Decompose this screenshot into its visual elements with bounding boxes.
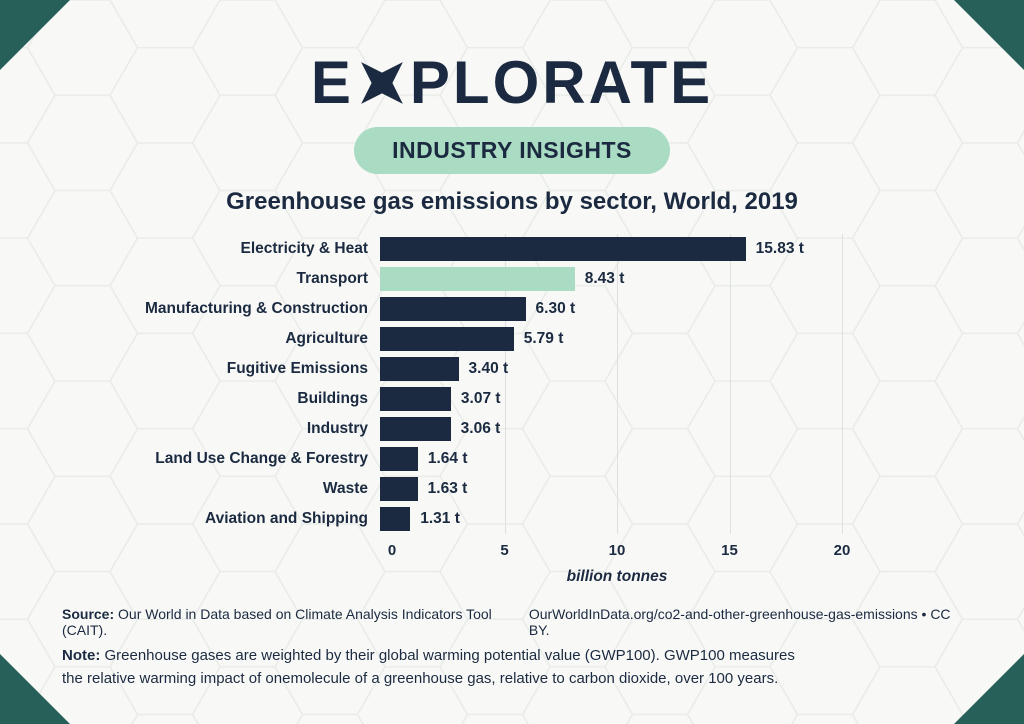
x-tick-label: 20 bbox=[833, 542, 851, 559]
bar bbox=[380, 237, 746, 261]
bar-label: Manufacturing & Construction bbox=[144, 300, 368, 317]
bar-row: Waste 1.63 t bbox=[40, 474, 842, 504]
bar bbox=[380, 417, 451, 441]
corner-decoration-top-right bbox=[954, 0, 1024, 70]
bar bbox=[380, 327, 514, 351]
corner-decoration-bottom-left bbox=[0, 654, 70, 724]
bar-value-label: 1.63 t bbox=[427, 480, 468, 497]
bar-row: Manufacturing & Construction 6.30 t bbox=[40, 294, 842, 324]
bar-row: Fugitive Emissions 3.40 t bbox=[40, 354, 842, 384]
x-tick-label: 0 bbox=[387, 542, 397, 559]
bar-label: Land Use Change & Forestry bbox=[155, 450, 368, 467]
explorate-logo: E PLORATE bbox=[0, 48, 1024, 117]
bar-track: 3.06 t bbox=[380, 417, 842, 441]
bar-row: Industry 3.06 t bbox=[40, 414, 842, 444]
bar-track: 5.79 t bbox=[380, 327, 842, 351]
logo-x-star-icon bbox=[361, 61, 403, 104]
bar-value-label: 1.31 t bbox=[420, 510, 460, 527]
bar-label: Aviation and Shipping bbox=[204, 510, 368, 527]
corner-decoration-bottom-right bbox=[954, 654, 1024, 724]
attribution-text: OurWorldInData.org/co2-and-other-greenho… bbox=[528, 606, 951, 638]
bar-row: Agriculture 5.79 t bbox=[40, 324, 842, 354]
bar-track: 15.83 t bbox=[380, 237, 842, 261]
bar-row: Electricity & Heat 15.83 t bbox=[40, 234, 842, 264]
bar-label: Electricity & Heat bbox=[240, 240, 369, 257]
chart-title: Greenhouse gas emissions by sector, Worl… bbox=[226, 188, 798, 215]
bar-chart: Electricity & Heat 15.83 t Transport 8.43 t… bbox=[40, 234, 851, 586]
bar-track: 6.30 t bbox=[380, 297, 842, 321]
chart-rows: Electricity & Heat 15.83 t Transport 8.43 t… bbox=[40, 234, 842, 534]
bar-label: Agriculture bbox=[285, 330, 368, 347]
bar-value-label: 8.43 t bbox=[584, 270, 625, 287]
bar bbox=[380, 267, 575, 291]
bar-track: 1.63 t bbox=[380, 477, 842, 501]
bar-value-label: 6.30 t bbox=[535, 300, 576, 317]
source-row: Source: Our World in Data based on Clima… bbox=[62, 606, 964, 638]
bar-label: Buildings bbox=[297, 390, 368, 407]
grid-line bbox=[842, 234, 843, 534]
bar-value-label: 3.07 t bbox=[460, 390, 501, 407]
bar-row: Land Use Change & Forestry 1.64 t bbox=[40, 444, 842, 474]
bar-value-label: 3.40 t bbox=[468, 360, 509, 377]
x-axis-label: billion tonnes bbox=[566, 568, 668, 585]
note-body: Greenhouse gases are weighted by their g… bbox=[62, 647, 795, 688]
logo-prefix: E bbox=[310, 49, 354, 116]
bar-track: 1.64 t bbox=[380, 447, 842, 471]
bar-row: Aviation and Shipping 1.31 t bbox=[40, 504, 842, 534]
bar bbox=[380, 297, 526, 321]
corner-decoration-top-left bbox=[0, 0, 70, 70]
bar bbox=[380, 447, 418, 471]
bar-row: Transport 8.43 t bbox=[40, 264, 842, 294]
logo-suffix: PLORATE bbox=[409, 49, 714, 116]
bar bbox=[380, 507, 411, 531]
source-label: Source: bbox=[62, 606, 115, 622]
bar-track: 1.31 t bbox=[380, 507, 842, 531]
x-axis: 0 5 10 15 20 bbox=[388, 542, 851, 564]
x-tick-label: 15 bbox=[721, 542, 738, 559]
bar-value-label: 3.06 t bbox=[460, 420, 501, 437]
bar bbox=[380, 387, 451, 411]
bar-row: Buildings 3.07 t bbox=[40, 384, 842, 414]
bar bbox=[380, 357, 459, 381]
source-text: Source: Our World in Data based on Clima… bbox=[62, 606, 529, 638]
bar-value-label: 15.83 t bbox=[755, 240, 804, 257]
bar-label: Industry bbox=[306, 420, 368, 437]
industry-insights-badge: INDUSTRY INSIGHTS bbox=[354, 127, 670, 174]
bar bbox=[380, 477, 418, 501]
bar-track: 8.43 t bbox=[380, 267, 842, 291]
source-body: Our World in Data based on Climate Analy… bbox=[62, 606, 492, 638]
bar-value-label: 5.79 t bbox=[523, 330, 564, 347]
bar-label: Transport bbox=[296, 270, 368, 287]
x-tick-label: 10 bbox=[608, 542, 626, 559]
bar-track: 3.40 t bbox=[380, 357, 842, 381]
bar-value-label: 1.64 t bbox=[427, 450, 468, 467]
bar-label: Waste bbox=[322, 480, 368, 497]
x-tick-label: 5 bbox=[500, 542, 509, 559]
bar-track: 3.07 t bbox=[380, 387, 842, 411]
note-text: Note: Greenhouse gases are weighted by t… bbox=[62, 644, 802, 691]
bar-label: Fugitive Emissions bbox=[226, 360, 368, 377]
